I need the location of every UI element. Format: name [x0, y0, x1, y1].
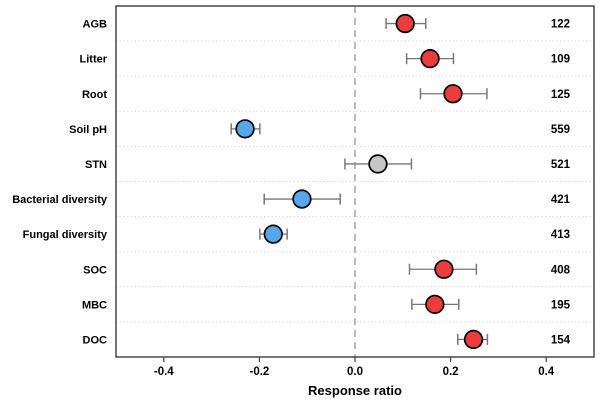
sample-size-label: 109	[551, 54, 570, 66]
sample-size-label: 122	[551, 19, 570, 31]
x-axis-title: Response ratio	[308, 383, 402, 398]
sample-size-label: 413	[551, 229, 570, 241]
mean-marker-stn	[368, 154, 388, 174]
category-label: Fungal diversity	[23, 229, 108, 241]
mean-marker-root	[443, 84, 463, 104]
sample-size-label: 521	[551, 159, 571, 171]
sample-size-label: 559	[551, 124, 570, 136]
x-tick-label: 0.4	[538, 366, 555, 378]
x-tick-label: 0.0	[347, 366, 363, 378]
mean-marker-mbc	[425, 294, 445, 315]
x-tick-label: -0.4	[154, 366, 174, 378]
mean-marker-doc	[463, 329, 484, 350]
category-label: Soil pH	[69, 124, 107, 136]
sample-size-label: 408	[551, 264, 571, 276]
category-label: Bacterial diversity	[12, 194, 108, 206]
x-tick-label: 0.2	[443, 366, 459, 378]
sample-size-label: 125	[551, 89, 571, 101]
x-tick-label: -0.2	[249, 366, 269, 378]
sample-size-label: 195	[551, 299, 571, 311]
category-label: MBC	[82, 299, 107, 311]
sample-size-label: 154	[551, 334, 571, 346]
category-label: STN	[85, 159, 107, 171]
mean-marker-soc	[434, 259, 454, 279]
category-label: SOC	[83, 264, 107, 276]
mean-marker-soil-ph	[235, 119, 255, 139]
mean-marker-fungal-diversity	[263, 224, 283, 244]
mean-marker-bacterial-diversity	[292, 189, 312, 209]
mean-marker-litter	[420, 49, 440, 69]
category-label: Litter	[80, 54, 108, 66]
mean-marker-agb	[395, 13, 415, 34]
category-label: AGB	[83, 19, 108, 31]
category-label: DOC	[83, 334, 108, 346]
sample-size-label: 421	[551, 194, 571, 206]
category-label: Root	[82, 89, 107, 101]
